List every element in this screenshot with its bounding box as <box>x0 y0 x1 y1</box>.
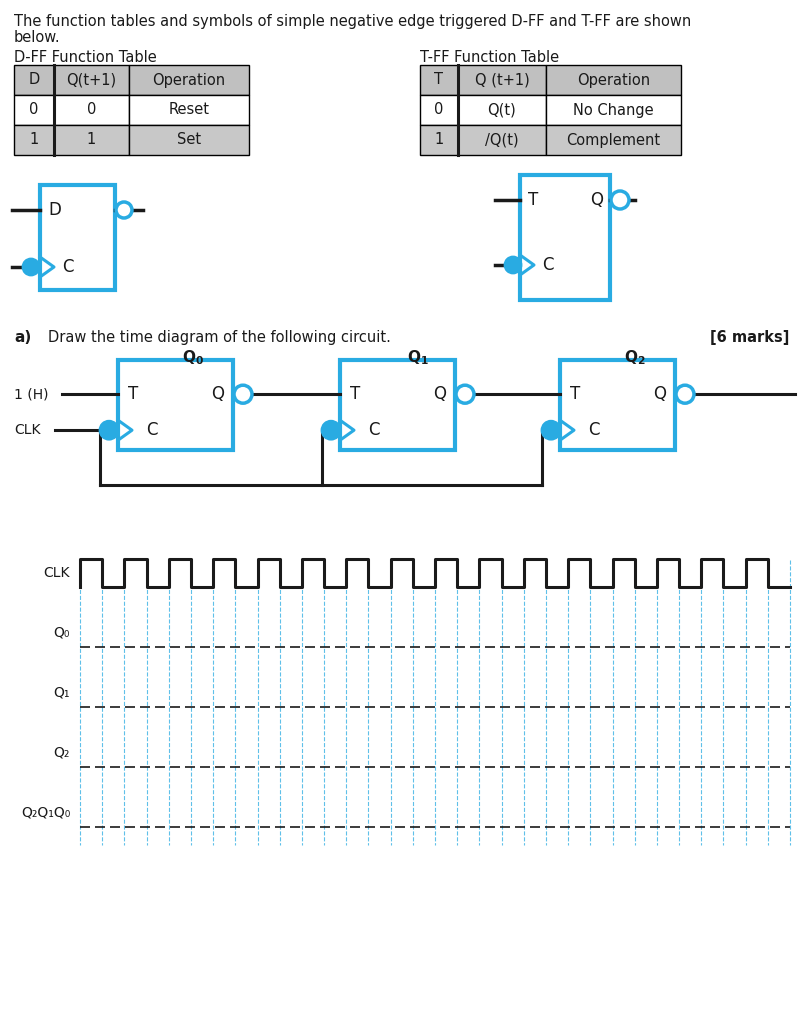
Bar <box>340 360 455 450</box>
Text: [6 marks]: [6 marks] <box>710 330 789 345</box>
Text: Q₂Q₁Q₀: Q₂Q₁Q₀ <box>21 806 70 820</box>
Circle shape <box>322 421 340 439</box>
Text: Q₂: Q₂ <box>54 746 70 760</box>
Text: $\mathbf{Q_0}$: $\mathbf{Q_0}$ <box>182 348 204 367</box>
Text: 0: 0 <box>434 102 443 118</box>
Text: Q₁: Q₁ <box>53 686 70 700</box>
Text: Q: Q <box>653 385 666 403</box>
Text: 1: 1 <box>434 132 443 147</box>
Bar <box>54 95 129 125</box>
Text: 0: 0 <box>29 102 39 118</box>
Text: C: C <box>62 258 73 276</box>
Text: $\mathbf{Q_1}$: $\mathbf{Q_1}$ <box>407 348 429 367</box>
Bar <box>520 175 610 300</box>
Circle shape <box>611 191 629 209</box>
Text: T: T <box>570 385 580 403</box>
Text: T: T <box>128 385 139 403</box>
Text: No Change: No Change <box>573 102 654 118</box>
Text: D: D <box>48 201 61 219</box>
Text: Set: Set <box>177 132 201 147</box>
Text: Draw the time diagram of the following circuit.: Draw the time diagram of the following c… <box>48 330 391 345</box>
Text: below.: below. <box>14 30 60 45</box>
Text: D-FF Function Table: D-FF Function Table <box>14 50 156 65</box>
Bar <box>420 125 458 155</box>
Text: D: D <box>28 73 39 87</box>
Circle shape <box>116 202 132 218</box>
Text: C: C <box>588 421 600 439</box>
Bar <box>420 65 458 95</box>
Bar <box>458 95 546 125</box>
Text: T: T <box>434 73 443 87</box>
Bar <box>420 95 458 125</box>
Text: Q: Q <box>433 385 446 403</box>
Text: C: C <box>368 421 380 439</box>
Text: Q(t): Q(t) <box>488 102 517 118</box>
Text: Q(t+1): Q(t+1) <box>66 73 117 87</box>
Bar <box>129 125 249 155</box>
Circle shape <box>676 385 694 403</box>
Bar <box>458 65 546 95</box>
Bar <box>14 95 54 125</box>
Bar <box>458 125 546 155</box>
Text: CLK: CLK <box>14 423 40 437</box>
Text: 1: 1 <box>87 132 96 147</box>
Bar <box>118 360 233 450</box>
Bar <box>546 95 681 125</box>
Circle shape <box>23 259 39 275</box>
Text: Q: Q <box>211 385 224 403</box>
Text: Q (t+1): Q (t+1) <box>475 73 530 87</box>
Circle shape <box>542 421 560 439</box>
Text: 0: 0 <box>87 102 96 118</box>
Text: /Q(t): /Q(t) <box>485 132 519 147</box>
Text: C: C <box>542 256 554 274</box>
Circle shape <box>505 257 521 273</box>
Text: T: T <box>350 385 360 403</box>
Text: CLK: CLK <box>44 566 70 580</box>
Bar <box>54 125 129 155</box>
Bar <box>560 360 675 450</box>
Text: Complement: Complement <box>567 132 661 147</box>
Bar <box>129 65 249 95</box>
Bar <box>546 125 681 155</box>
Bar <box>40 185 115 290</box>
Text: C: C <box>146 421 157 439</box>
Circle shape <box>456 385 474 403</box>
Bar <box>129 95 249 125</box>
Text: Q: Q <box>590 191 603 209</box>
Text: 1: 1 <box>29 132 39 147</box>
Text: 1 (H): 1 (H) <box>14 387 48 401</box>
Bar <box>14 65 54 95</box>
Text: T-FF Function Table: T-FF Function Table <box>420 50 559 65</box>
Text: Operation: Operation <box>152 73 226 87</box>
Bar <box>14 125 54 155</box>
Text: $\mathbf{Q_2}$: $\mathbf{Q_2}$ <box>624 348 646 367</box>
Text: Reset: Reset <box>168 102 210 118</box>
Bar <box>546 65 681 95</box>
Text: a): a) <box>14 330 31 345</box>
Text: Operation: Operation <box>577 73 650 87</box>
Text: The function tables and symbols of simple negative edge triggered D-FF and T-FF : The function tables and symbols of simpl… <box>14 14 692 29</box>
Circle shape <box>100 421 118 439</box>
Text: T: T <box>528 191 538 209</box>
Text: Q₀: Q₀ <box>54 626 70 640</box>
Circle shape <box>234 385 252 403</box>
Bar <box>54 65 129 95</box>
